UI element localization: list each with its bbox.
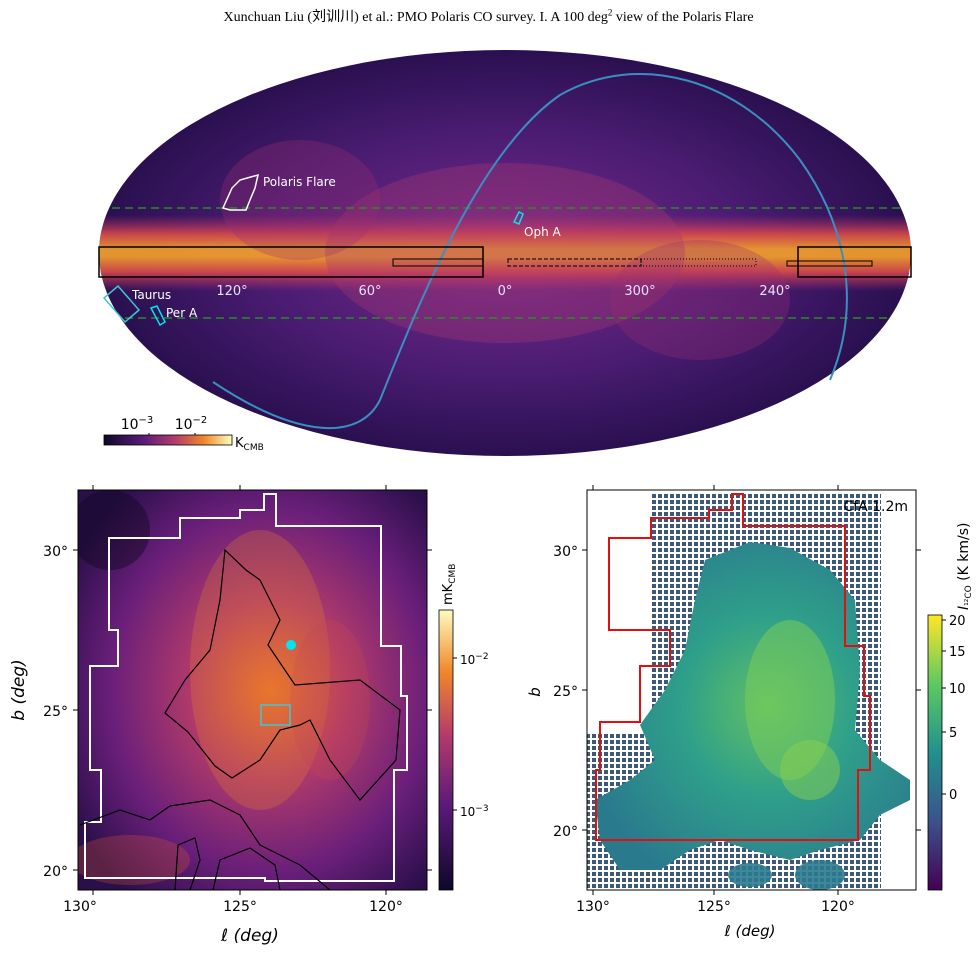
survey-box-dotted xyxy=(640,258,757,267)
right-xtick-125: 125° xyxy=(697,899,731,915)
left-cbar-unit: mKCMB xyxy=(441,564,458,605)
right-cbar-tick-20: 20 xyxy=(949,614,966,629)
lon-tick-0: 0° xyxy=(498,284,513,299)
survey-box-inner-left xyxy=(392,258,484,267)
left-cyan-box xyxy=(260,704,291,726)
per-a-label: Per A xyxy=(166,306,198,320)
right-colorbar xyxy=(927,614,943,891)
left-cbar-tick2: 10−3 xyxy=(460,804,489,819)
allsky-map: Polaris Flare Oph A Taurus Per A 120° 60… xyxy=(98,50,912,456)
left-frame xyxy=(77,489,428,891)
left-ylabel: b (deg) xyxy=(9,659,29,721)
allsky-cbar-tick2: 10−2 xyxy=(175,415,208,433)
left-footprint xyxy=(84,493,408,882)
allsky-cbar-unit: KCMB xyxy=(235,436,264,453)
allsky-cbar-tick1: 10−3 xyxy=(121,415,154,433)
header-text: Xunchuan Liu (刘训川) et al.: PMO Polaris C… xyxy=(223,10,608,25)
left-colorbar xyxy=(438,609,454,891)
lon-tick-120: 120° xyxy=(216,284,247,299)
galactic-plane-glow xyxy=(99,215,911,291)
header-text-end: view of the Polaris Flare xyxy=(612,10,754,25)
left-ytick-30: 30° xyxy=(43,544,68,560)
left-contour-south xyxy=(79,799,331,891)
left-xtick-130: 130° xyxy=(63,899,97,915)
allsky-colorbar xyxy=(103,434,233,446)
left-contour-small xyxy=(174,837,201,891)
left-xtick-125: 125° xyxy=(223,899,257,915)
right-xtick-120: 120° xyxy=(821,899,855,915)
right-ylabel: b xyxy=(526,687,544,697)
oph-a-label: Oph A xyxy=(524,225,561,239)
left-xtick-120: 120° xyxy=(369,899,403,915)
right-annotation: CfA 1.2m xyxy=(843,499,908,515)
oph-a-outline xyxy=(512,210,524,225)
right-cbar-tick-5: 5 xyxy=(949,726,957,741)
left-contour-small-2 xyxy=(212,847,281,891)
right-cbar-tick-0: 0 xyxy=(949,788,957,803)
polaris-flare-outline xyxy=(221,173,260,211)
right-ytick-30: 30° xyxy=(553,544,578,560)
left-dust-map xyxy=(78,490,427,890)
left-cyan-marker xyxy=(286,640,296,650)
left-cbar-tick1: 10−2 xyxy=(460,652,489,667)
polaris-flare-label: Polaris Flare xyxy=(263,175,336,189)
left-ytick-20: 20° xyxy=(43,864,68,880)
right-xtick-130: 130° xyxy=(576,899,610,915)
lon-tick-240: 240° xyxy=(759,284,790,299)
page-header: Xunchuan Liu (刘训川) et al.: PMO Polaris C… xyxy=(0,6,977,26)
survey-box-dashed xyxy=(507,258,642,267)
per-a-outline xyxy=(149,305,166,327)
left-ytick-25: 25° xyxy=(43,704,68,720)
left-panel: 30° 25° 20° 130° 125° 120° ℓ (deg) b (de… xyxy=(9,485,489,946)
survey-box-right xyxy=(797,246,912,278)
right-xlabel: ℓ (deg) xyxy=(724,922,776,940)
taurus-outline xyxy=(102,284,141,324)
ecliptic-curve xyxy=(212,73,848,430)
right-footprint xyxy=(595,493,871,841)
right-ytick-25: 25° xyxy=(553,684,578,700)
left-xlabel: ℓ (deg) xyxy=(220,926,279,946)
taurus-label: Taurus xyxy=(131,288,171,302)
right-panel: CfA 1.2m 30° 25° 20° 130° 125° 120° ℓ (d… xyxy=(526,485,974,940)
right-cbar-tick-15: 15 xyxy=(949,645,966,660)
lon-tick-300: 300° xyxy=(624,284,655,299)
survey-box-inner-right xyxy=(786,260,873,267)
left-contour-main xyxy=(164,548,401,801)
right-cbar-tick-10: 10 xyxy=(949,682,966,697)
header-superscript: 2 xyxy=(607,7,613,18)
lon-tick-60: 60° xyxy=(358,284,381,299)
right-ytick-20: 20° xyxy=(553,824,578,840)
right-cbar-label: I¹²CO (K km/s) xyxy=(956,523,974,611)
